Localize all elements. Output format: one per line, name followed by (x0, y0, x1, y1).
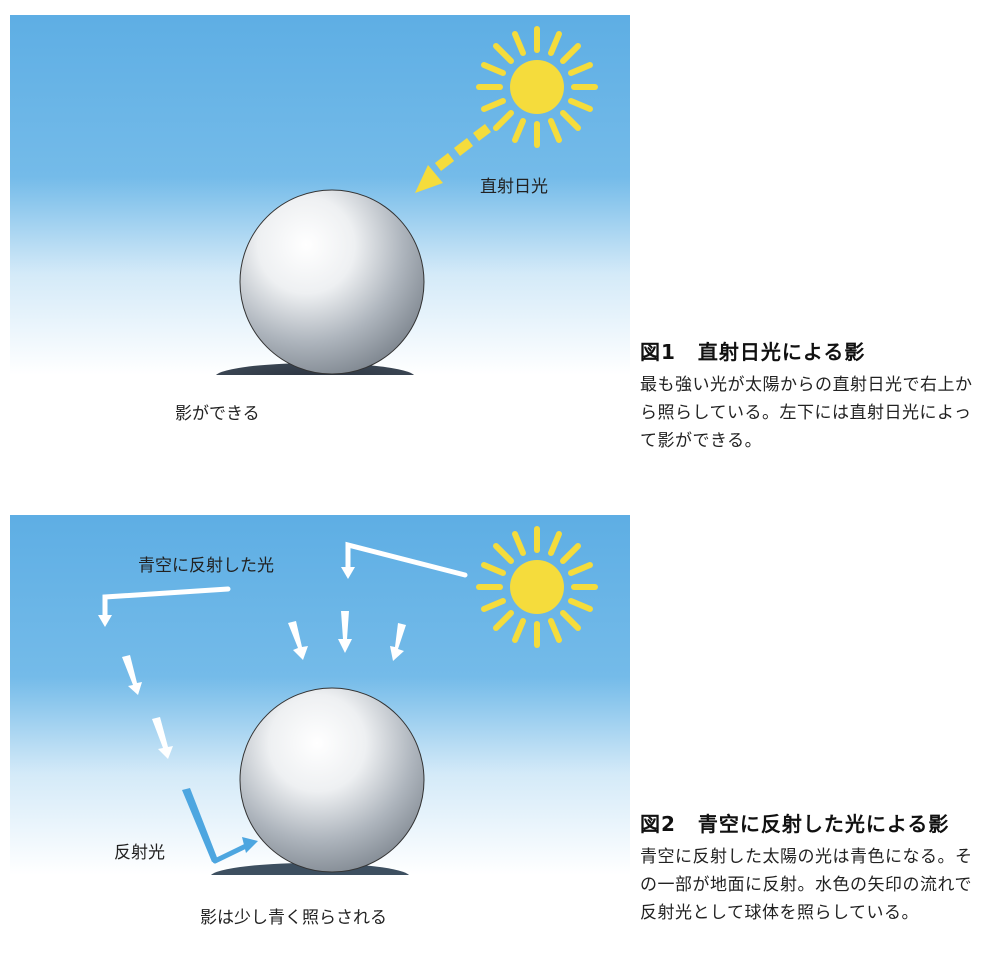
figure2-illustration: 青空に反射した光 反射光 影は少し青く照らされる (10, 515, 630, 928)
sun-icon (476, 526, 598, 648)
label-direct-sunlight: 直射日光 (480, 177, 548, 197)
label-shadow-forms: 影ができる (175, 404, 260, 424)
sky-light-arrow-icon (102, 586, 231, 620)
figure2-title: 青空に反射した光による影 (697, 812, 950, 836)
figure2-caption-body: 青空に反射した太陽の光は青色になる。その一部が地面に反射。水色の矢印の流れで反射… (640, 847, 973, 923)
sunlight-arrow-icon (415, 124, 491, 193)
figure1-caption-body: 最も強い光が太陽からの直射日光で右上から照らしている。左下には直射日光によって影… (640, 375, 973, 451)
sky-reflection-arrow-icon (345, 541, 468, 578)
reflected-arrow-icon (182, 788, 258, 864)
label-shadow-bluish: 影は少し青く照らされる (200, 908, 387, 928)
figure1-caption-heading: 図1 直射日光による影 (640, 336, 985, 365)
down-arrows-icon (288, 611, 406, 661)
arrowhead (341, 567, 355, 579)
figure2-number: 図2 (640, 812, 676, 836)
figure2-caption-heading: 図2 青空に反射した光による影 (640, 808, 985, 837)
arrowhead (98, 615, 112, 627)
sphere (239, 687, 425, 873)
figure2-caption: 図2 青空に反射した光による影 青空に反射した太陽の光は青色になる。その一部が地面… (640, 808, 985, 927)
falling-arrows-icon (122, 655, 173, 759)
sphere (239, 189, 425, 375)
figure1-illustration: 直射日光 影ができる (10, 15, 630, 424)
figure1-svg (10, 15, 630, 375)
figure1-caption: 図1 直射日光による影 最も強い光が太陽からの直射日光で右上から照らしている。左下… (640, 336, 985, 455)
figure1-number: 図1 (640, 340, 676, 364)
label-sky-reflected-light: 青空に反射した光 (138, 556, 274, 576)
sun-icon (476, 26, 598, 148)
figure2-svg (10, 515, 630, 875)
label-reflected-light: 反射光 (114, 843, 165, 863)
figure1-title: 直射日光による影 (697, 340, 866, 364)
